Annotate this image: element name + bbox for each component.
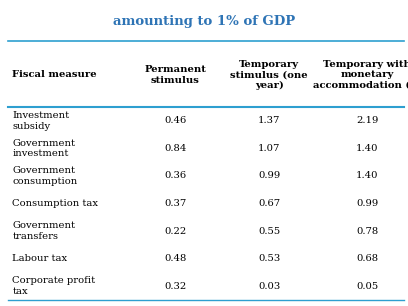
Text: 0.99: 0.99 [258,171,280,181]
Text: 0.67: 0.67 [258,199,280,208]
Text: amounting to 1% of GDP: amounting to 1% of GDP [113,15,295,28]
Text: 0.55: 0.55 [258,226,280,236]
Text: 0.53: 0.53 [258,254,280,263]
Text: 0.03: 0.03 [258,282,280,291]
Text: Temporary
stimulus (one
year): Temporary stimulus (one year) [231,60,308,90]
Text: Government
investment: Government investment [12,139,75,158]
Text: 0.84: 0.84 [164,144,186,153]
Text: Corporate profit
tax: Corporate profit tax [12,276,95,296]
Text: 2.19: 2.19 [356,116,378,125]
Text: 0.48: 0.48 [164,254,186,263]
Text: Government
transfers: Government transfers [12,221,75,241]
Text: 0.22: 0.22 [164,226,186,236]
Text: Consumption tax: Consumption tax [12,199,98,208]
Text: Temporary with
monetary
accommodation (1): Temporary with monetary accommodation (1… [313,60,408,90]
Text: 0.68: 0.68 [356,254,378,263]
Text: Government
consumption: Government consumption [12,166,78,186]
Text: 1.37: 1.37 [258,116,280,125]
Text: 0.99: 0.99 [356,199,378,208]
Text: 1.07: 1.07 [258,144,280,153]
Text: 0.37: 0.37 [164,199,186,208]
Text: 0.36: 0.36 [164,171,186,181]
Text: 1.40: 1.40 [356,171,379,181]
Text: Fiscal measure: Fiscal measure [12,70,97,80]
Text: 1.40: 1.40 [356,144,379,153]
Text: Labour tax: Labour tax [12,254,67,263]
Text: 0.78: 0.78 [356,226,378,236]
Text: 0.46: 0.46 [164,116,186,125]
Text: Investment
subsidy: Investment subsidy [12,111,69,131]
Text: 0.05: 0.05 [356,282,378,291]
Text: Permanent
stimulus: Permanent stimulus [144,65,206,85]
Text: 0.32: 0.32 [164,282,186,291]
